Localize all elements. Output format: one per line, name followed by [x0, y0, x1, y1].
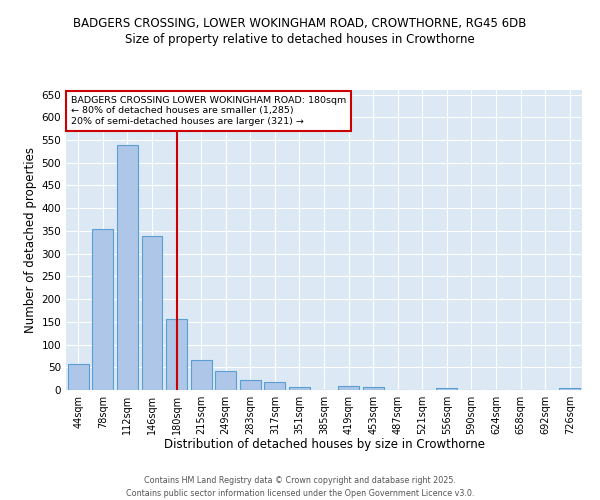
Bar	[362, 387, 383, 390]
Bar	[117, 144, 138, 390]
Bar	[191, 360, 212, 390]
Bar	[92, 228, 113, 390]
Bar	[338, 386, 359, 390]
X-axis label: Distribution of detached houses by size in Crowthorne: Distribution of detached houses by size …	[163, 438, 485, 452]
Bar	[215, 371, 236, 390]
Bar	[142, 236, 163, 390]
Text: BADGERS CROSSING LOWER WOKINGHAM ROAD: 180sqm
← 80% of detached houses are small: BADGERS CROSSING LOWER WOKINGHAM ROAD: 1…	[71, 96, 346, 126]
Bar	[265, 382, 286, 390]
Bar	[559, 388, 580, 390]
Text: Size of property relative to detached houses in Crowthorne: Size of property relative to detached ho…	[125, 32, 475, 46]
Y-axis label: Number of detached properties: Number of detached properties	[24, 147, 37, 333]
Bar	[240, 380, 261, 390]
Text: BADGERS CROSSING, LOWER WOKINGHAM ROAD, CROWTHORNE, RG45 6DB: BADGERS CROSSING, LOWER WOKINGHAM ROAD, …	[73, 18, 527, 30]
Bar	[68, 364, 89, 390]
Bar	[166, 318, 187, 390]
Bar	[436, 388, 457, 390]
Text: Contains HM Land Registry data © Crown copyright and database right 2025.
Contai: Contains HM Land Registry data © Crown c…	[126, 476, 474, 498]
Bar	[289, 387, 310, 390]
